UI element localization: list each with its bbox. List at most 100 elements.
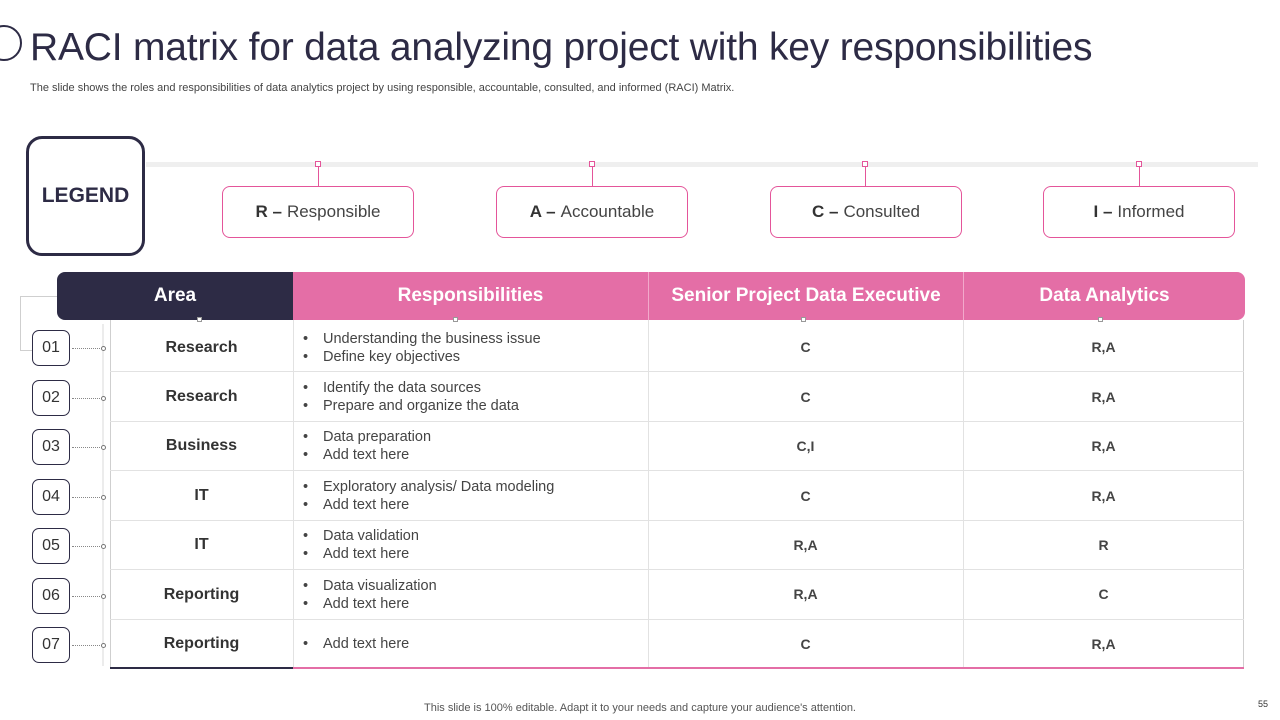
senior-executive-cell: C,I (796, 437, 815, 454)
data-analytics-cell: R,A (1091, 487, 1116, 504)
responsibility-text: Add text here (323, 496, 410, 513)
legend-text: Informed (1117, 202, 1185, 221)
legend-text: Responsible (286, 202, 381, 221)
bullet: • (303, 428, 309, 445)
data-analytics-cell: R,A (1091, 388, 1116, 405)
row-separator (110, 421, 1244, 422)
senior-executive-cell: R,A (793, 536, 818, 553)
responsibilities-cell: • Data preparation • Add text here (303, 421, 643, 470)
responsibilities-cell: • Data validation • Add text here (303, 520, 643, 569)
bullet: • (303, 527, 309, 544)
senior-executive-cell: C (800, 388, 811, 405)
responsibility-text: Understanding the business issue (323, 330, 541, 347)
legend-connector-line (318, 167, 319, 186)
area-cell: Business (165, 436, 238, 454)
page-subtitle: The slide shows the roles and responsibi… (30, 82, 735, 94)
senior-executive-cell: C (800, 338, 811, 355)
area-cell: Research (165, 387, 238, 405)
senior-executive-cell: C (800, 487, 811, 504)
header-area: Area (57, 272, 293, 320)
table-bottom-line (110, 667, 293, 669)
bullet: • (303, 545, 309, 562)
page-title: RACI matrix for data analyzing project w… (30, 26, 1093, 69)
legend-label: LEGEND (26, 136, 145, 256)
bullet: • (303, 595, 309, 612)
list-item: • Data validation (303, 527, 643, 545)
row-connector (72, 398, 102, 399)
row-dot (101, 594, 106, 599)
legend-item-consulted: C – Consulted (770, 186, 962, 238)
legend-item-informed: I – Informed (1043, 186, 1235, 238)
legend-connector-line (592, 167, 593, 186)
row-connector (72, 447, 102, 448)
responsibilities-cell: • Identify the data sources • Prepare and … (303, 372, 643, 421)
responsibility-text: Identify the data sources (323, 379, 481, 396)
row-number-badge: 07 (32, 627, 70, 663)
row-number-badge: 02 (32, 380, 70, 416)
legend-text: Consulted (843, 202, 921, 221)
row-connector (72, 596, 102, 597)
column-separator (963, 320, 964, 668)
data-analytics-cell: C (1098, 585, 1109, 602)
responsibility-text: Define key objectives (323, 348, 461, 365)
legend-connector-line (1139, 167, 1140, 186)
page-number: 55 (1257, 699, 1268, 709)
list-item: • Understanding the business issue (303, 330, 643, 348)
legend-rail (146, 162, 1258, 167)
row-dot (101, 544, 106, 549)
legend-connector-dot (862, 161, 868, 167)
column-separator (648, 320, 649, 668)
header-responsibilities: Responsibilities (293, 272, 648, 320)
row-separator (110, 569, 1244, 570)
bullet: • (303, 397, 309, 414)
list-item: • Prepare and organize the data (303, 397, 643, 415)
row-separator (110, 470, 1244, 471)
header-data-analytics: Data Analytics (963, 272, 1245, 320)
row-separator (110, 371, 1244, 372)
list-item: • Add text here (303, 446, 643, 464)
legend-text: Accountable (560, 202, 655, 221)
bullet: • (303, 379, 309, 396)
bullet: • (303, 330, 309, 347)
bullet: • (303, 478, 309, 495)
row-dot (101, 643, 106, 648)
list-item: • Define key objectives (303, 348, 643, 366)
bullet: • (303, 635, 309, 652)
senior-executive-cell: C (800, 635, 811, 652)
row-connector (72, 645, 102, 646)
senior-executive-cell: R,A (793, 585, 818, 602)
row-connector (72, 497, 102, 498)
header-dot (197, 317, 202, 322)
legend-key: C – (811, 202, 839, 221)
legend-item-responsible: R – Responsible (222, 186, 414, 238)
legend-key: I – (1093, 202, 1113, 221)
responsibilities-cell: • Add text here (303, 619, 643, 668)
list-item: • Identify the data sources (303, 379, 643, 397)
data-analytics-cell: R,A (1091, 635, 1116, 652)
table-bottom-line (293, 667, 1244, 669)
column-separator (293, 320, 294, 668)
list-item: • Add text here (303, 496, 643, 514)
decorative-circle (0, 25, 22, 61)
area-cell: Reporting (163, 634, 240, 652)
row-dot (101, 495, 106, 500)
row-dot (101, 445, 106, 450)
responsibilities-cell: • Exploratory analysis/ Data modeling • Ad… (303, 471, 643, 520)
responsibility-text: Data visualization (323, 577, 437, 594)
row-number-badge: 05 (32, 528, 70, 564)
bullet: • (303, 446, 309, 463)
list-item: • Exploratory analysis/ Data modeling (303, 478, 643, 496)
responsibility-text: Add text here (323, 545, 410, 562)
list-item: • Data preparation (303, 428, 643, 446)
responsibility-text: Data preparation (323, 428, 432, 445)
header-dot (453, 317, 458, 322)
bullet: • (303, 577, 309, 594)
area-cell: Research (165, 338, 238, 356)
responsibility-text: Exploratory analysis/ Data modeling (323, 478, 555, 495)
responsibility-text: Add text here (323, 446, 410, 463)
data-analytics-cell: R,A (1091, 338, 1116, 355)
row-separator (110, 619, 1244, 620)
row-number-badge: 06 (32, 578, 70, 614)
row-dot (101, 346, 106, 351)
responsibility-text: Prepare and organize the data (323, 397, 519, 414)
